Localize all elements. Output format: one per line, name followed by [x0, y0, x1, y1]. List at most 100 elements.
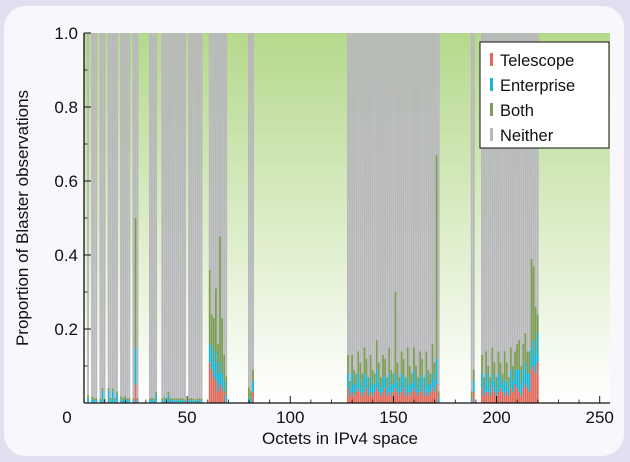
- bar-both-161: [415, 366, 417, 381]
- bar-telescope-169: [431, 388, 434, 403]
- bar-neither-150: [392, 33, 395, 374]
- bar-enterprise-161: [415, 380, 417, 392]
- bar-neither-22: [128, 33, 131, 398]
- bar-enterprise-133: [357, 373, 360, 389]
- bar-both-67: [221, 317, 224, 374]
- bar-both-131: [353, 369, 356, 385]
- bar-neither-171: [435, 33, 438, 156]
- bar-both-16: [115, 391, 118, 395]
- bar-both-64: [214, 288, 217, 352]
- bar-enterprise-209: [514, 369, 516, 385]
- bar-both-8: [99, 398, 102, 401]
- bar-telescope-152: [396, 391, 399, 403]
- bar-neither-199: [493, 33, 496, 363]
- bar-telescope-171: [435, 384, 438, 403]
- bar-both-137: [365, 358, 368, 378]
- bar-telescope-82: [252, 391, 254, 403]
- bar-both-68: [223, 354, 226, 381]
- bar-both-209: [514, 351, 516, 370]
- y-tick-label-0.4: 0.4: [54, 246, 78, 265]
- bar-both-25: [134, 218, 137, 348]
- bar-both-53: [192, 398, 195, 401]
- bar-telescope-158: [408, 395, 411, 403]
- bar-enterprise-141: [373, 384, 376, 392]
- bar-neither-16: [115, 33, 118, 392]
- bar-both-150: [392, 373, 395, 385]
- bar-both-210: [516, 343, 519, 370]
- bar-neither-212: [520, 33, 523, 366]
- bar-enterprise-142: [375, 369, 378, 389]
- bar-neither-61: [208, 33, 211, 270]
- bar-neither-32: [148, 33, 151, 399]
- bar-enterprise-154: [400, 373, 403, 392]
- bar-enterprise-218: [532, 340, 535, 366]
- bar-telescope-155: [402, 388, 405, 403]
- bar-both-130: [351, 354, 353, 374]
- bar-telescope-133: [357, 388, 360, 403]
- bar-both-158: [408, 366, 411, 385]
- bar-both-155: [402, 358, 405, 378]
- bar-neither-12: [107, 33, 110, 388]
- bar-both-128: [347, 354, 349, 374]
- bar-enterprise-67: [221, 373, 224, 389]
- bar-neither-142: [375, 33, 378, 341]
- bar-telescope-130: [351, 391, 353, 403]
- bar-both-47: [179, 397, 182, 401]
- bar-telescope-216: [528, 391, 531, 403]
- bar-neither-54: [194, 33, 197, 400]
- bar-enterprise-57: [200, 400, 203, 403]
- bar-enterprise-45: [175, 400, 178, 403]
- bar-enterprise-54: [194, 400, 197, 403]
- bar-neither-53: [192, 33, 195, 399]
- bar-neither-57: [200, 33, 203, 399]
- bar-telescope-136: [363, 391, 366, 403]
- bar-telescope-214: [524, 384, 527, 403]
- bar-neither-69: [225, 33, 228, 377]
- bar-enterprise-6: [95, 400, 98, 403]
- bar-neither-132: [355, 33, 358, 374]
- bar-enterprise-136: [363, 373, 366, 392]
- bar-neither-131: [353, 33, 356, 370]
- bar-both-203: [501, 373, 504, 385]
- bar-telescope-149: [390, 395, 393, 403]
- bar-both-188: [470, 391, 473, 399]
- bar-neither-215: [526, 33, 529, 352]
- bar-both-22: [128, 397, 131, 401]
- bar-telescope-142: [375, 388, 378, 403]
- bar-enterprise-26: [136, 400, 139, 403]
- bar-neither-162: [417, 33, 419, 378]
- bar-telescope-135: [361, 395, 364, 403]
- y-axis-ticks: 0.2 0.4 0.6 0.8 1.0: [54, 24, 91, 367]
- bar-both-153: [398, 377, 401, 389]
- bar-neither-26: [136, 33, 139, 398]
- bar-enterprise-9: [101, 390, 104, 402]
- bar-enterprise-158: [408, 384, 411, 396]
- bar-enterprise-211: [518, 369, 521, 392]
- bar-neither-207: [509, 33, 512, 348]
- bar-neither-21: [126, 33, 129, 399]
- bar-telescope-147: [386, 395, 389, 403]
- bar-both-56: [198, 398, 201, 401]
- bar-enterprise-194: [483, 388, 485, 396]
- bar-both-135: [361, 373, 364, 389]
- bar-both-200: [495, 377, 498, 389]
- bar-telescope-206: [507, 395, 510, 403]
- bar-both-193: [481, 354, 483, 374]
- bar-enterprise-162: [417, 388, 419, 396]
- bar-both-66: [219, 236, 221, 363]
- bar-enterprise-19: [122, 400, 125, 403]
- bar-neither-62: [210, 33, 213, 315]
- bar-both-141: [373, 373, 376, 385]
- bar-enterprise-196: [487, 380, 490, 392]
- bar-telescope-66: [219, 384, 221, 403]
- bar-enterprise-82: [252, 380, 254, 392]
- x-axis-ticks: 0 50 100 150 200 250: [62, 396, 614, 427]
- bar-both-4: [91, 396, 94, 400]
- bar-both-152: [396, 362, 399, 381]
- bar-neither-213: [522, 33, 525, 344]
- bar-telescope-153: [398, 395, 401, 403]
- bar-neither-189: [472, 33, 475, 370]
- bar-neither-56: [198, 33, 201, 399]
- bar-enterprise-35: [155, 394, 158, 403]
